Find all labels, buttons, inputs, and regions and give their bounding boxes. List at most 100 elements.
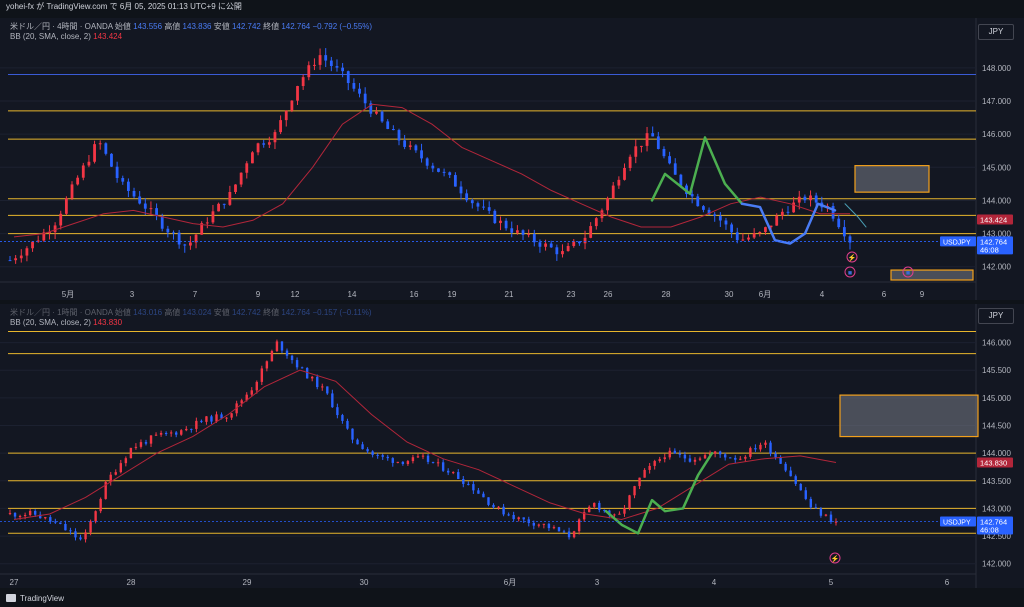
event-flash-icon-glyph: ⚡	[831, 554, 840, 563]
candle-body	[225, 417, 228, 419]
date-tick-label: 19	[448, 290, 457, 299]
candle-body	[693, 459, 697, 462]
legend-ohlc-1h: 米ドル／円 · 1時間 · OANDA 始値 143.016 高値 143.02…	[10, 307, 372, 318]
tradingview-logo-icon	[6, 594, 16, 602]
chart-canvas-1h[interactable]: 146.000 145.500 145.000 144.500 144.000 143.5…	[0, 304, 1024, 588]
candle-body	[316, 376, 319, 388]
open-label: 始値	[114, 308, 131, 317]
date-tick-label: 21	[505, 290, 514, 299]
candle-body	[764, 442, 767, 445]
bb-price-badge-text: 143.830	[980, 459, 1007, 468]
candle-body	[284, 110, 288, 121]
candle-body	[13, 512, 17, 517]
publish-header: yohei-fx が TradingView.com で 6月 05, 2025…	[0, 0, 1024, 14]
candle-body	[228, 191, 232, 205]
change-value: −0.792 (−0.55%)	[312, 22, 373, 31]
low-label: 安値	[213, 308, 230, 317]
candle-body	[809, 195, 812, 201]
candle-body	[482, 493, 485, 498]
chart-canvas-4h[interactable]: 148.000 147.000 146.000 145.000 144.000 143.0…	[0, 18, 1024, 300]
candle-body	[786, 211, 790, 213]
candle-body	[696, 196, 700, 207]
candle-body	[600, 210, 604, 219]
candle-body	[744, 456, 747, 459]
candle-body	[70, 184, 74, 199]
candle-body	[84, 532, 87, 540]
currency-button[interactable]: JPY	[978, 24, 1014, 40]
candle-body	[74, 531, 77, 538]
candle-body	[352, 83, 356, 89]
candle-body	[346, 420, 349, 429]
chart-pane-1h[interactable]: 146.000 145.500 145.000 144.500 144.000 143.5…	[0, 304, 1024, 588]
candle-body	[143, 203, 147, 209]
candle-body	[638, 477, 641, 487]
candle-body	[205, 222, 209, 224]
candle-body	[89, 521, 92, 533]
candle-body	[408, 145, 412, 147]
candle-body	[735, 232, 739, 241]
candle-body	[482, 206, 485, 208]
currency-button[interactable]: JPY	[978, 308, 1014, 324]
candle-body	[262, 143, 266, 145]
candle-body	[588, 506, 591, 513]
open-value: 143.556	[133, 22, 163, 31]
price-tick-label: 145.500	[982, 366, 1011, 375]
candle-body	[557, 527, 561, 532]
candle-body	[44, 517, 47, 519]
candle-body	[375, 111, 378, 114]
candle-body	[651, 133, 655, 137]
candle-body	[411, 457, 415, 462]
candle-body	[703, 455, 707, 459]
candle-body	[842, 227, 846, 237]
candle-body	[779, 457, 782, 464]
candle-body	[623, 167, 626, 180]
candle-body	[190, 428, 193, 430]
symbol-badge-text: USDJPY	[943, 239, 971, 246]
candle-body	[792, 202, 796, 213]
candle-body	[180, 430, 183, 435]
event-flash-icon	[829, 552, 841, 564]
open-value: 143.016	[133, 308, 163, 317]
candle-body	[754, 448, 757, 450]
candle-body	[164, 433, 168, 435]
candle-body	[290, 100, 294, 111]
date-tick-label: 4	[820, 290, 825, 299]
candle-body	[538, 242, 542, 247]
candle-body	[267, 142, 271, 145]
date-tick-label: 4	[712, 578, 717, 587]
candle-body	[205, 416, 208, 422]
candle-body	[139, 442, 143, 447]
blue-zigzag-drawing	[740, 202, 837, 245]
candle-body	[502, 506, 505, 515]
candle-body	[160, 216, 164, 229]
candle-body	[49, 517, 52, 522]
green-zigzag-drawing	[604, 451, 714, 535]
date-tick-label: 7	[193, 290, 198, 299]
open-label: 始値	[114, 22, 131, 31]
candle-body	[98, 143, 102, 145]
chart-pane-4h[interactable]: 148.000 147.000 146.000 145.000 144.000 143.0…	[0, 18, 1024, 300]
candle-body	[335, 66, 339, 68]
candle-body	[220, 414, 223, 419]
candle-body	[493, 210, 497, 224]
event-flash-icon	[846, 251, 858, 263]
candle-body	[653, 461, 656, 466]
candle-body	[658, 459, 661, 462]
candle-body	[99, 498, 102, 512]
candle-body	[361, 444, 364, 450]
date-tick-label: 27	[10, 578, 19, 587]
candle-body	[814, 507, 818, 509]
candle-body	[577, 519, 581, 532]
date-tick-label: 29	[243, 578, 252, 587]
candle-body	[729, 457, 732, 459]
candle-body	[149, 208, 153, 210]
price-tick-label: 146.000	[982, 339, 1011, 348]
candle-body	[126, 181, 130, 191]
candle-body	[36, 240, 40, 242]
event-flash-icon-glyph: ⚡	[848, 253, 857, 262]
candle-body	[453, 175, 457, 187]
candle-body	[834, 521, 838, 523]
candle-body	[809, 498, 813, 508]
candle-body	[210, 416, 213, 422]
candle-body	[431, 461, 435, 463]
